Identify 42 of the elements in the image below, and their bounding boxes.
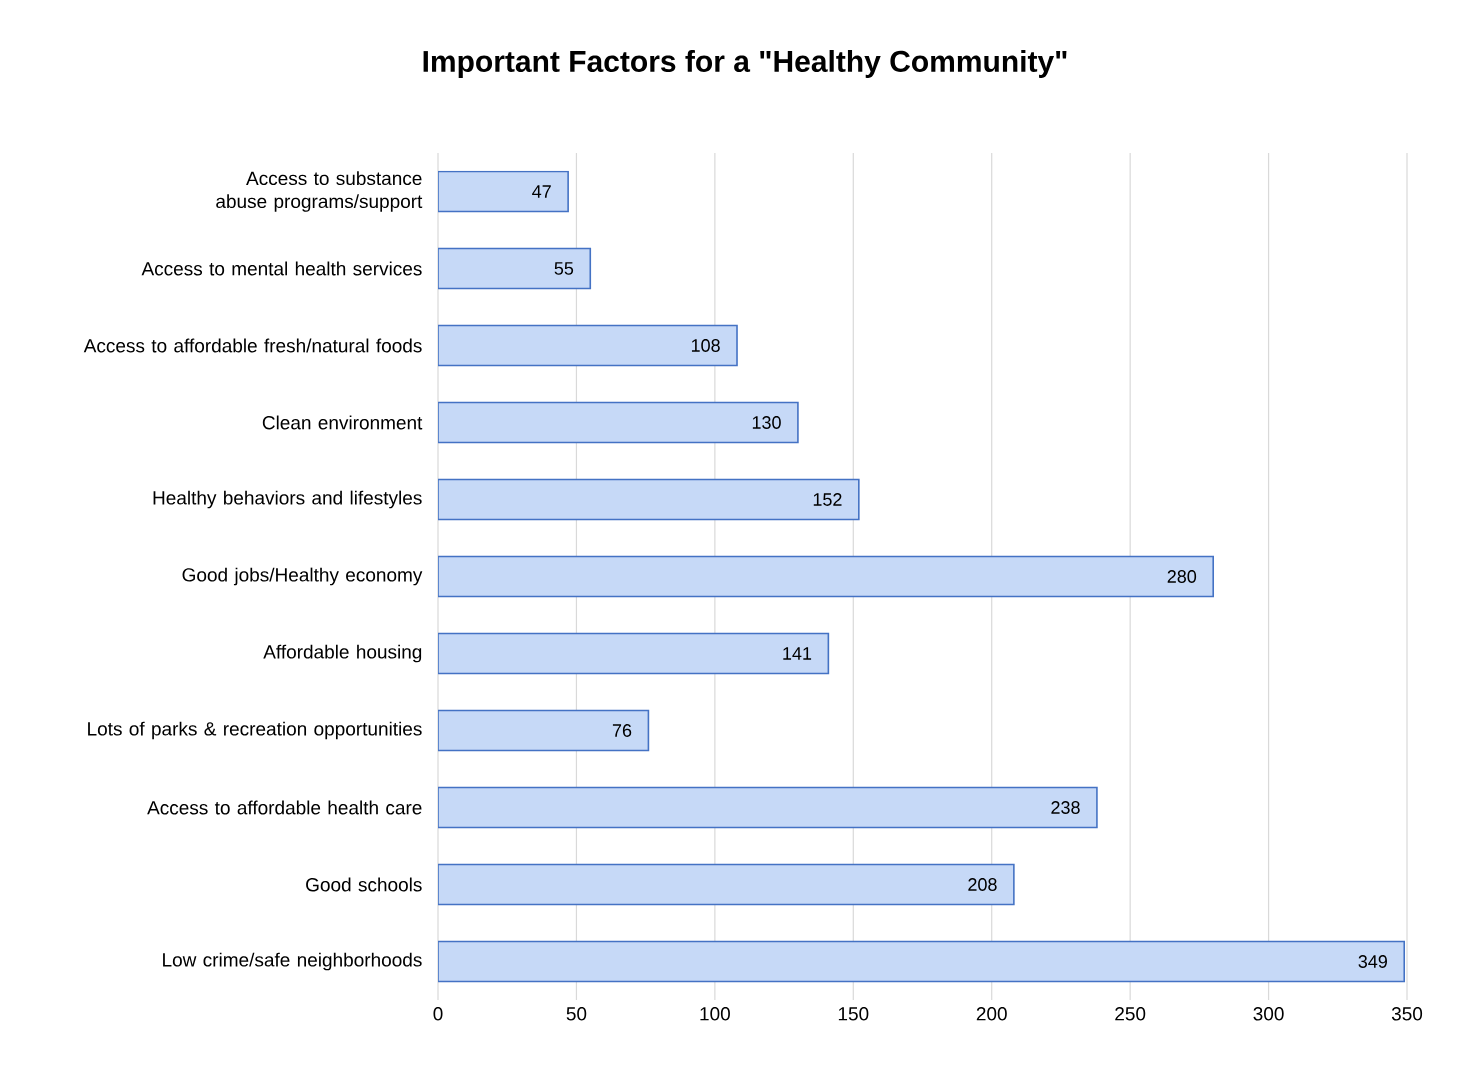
x-tick-label: 150 xyxy=(838,1007,869,1021)
y-tick-label: Affordable housing xyxy=(263,644,422,663)
data-label: 108 xyxy=(691,339,720,352)
bar xyxy=(438,786,1098,829)
bar xyxy=(438,324,738,367)
x-tick-label: 350 xyxy=(1391,1007,1423,1021)
data-label: 349 xyxy=(1358,955,1387,968)
bar xyxy=(438,709,650,752)
data-label: 152 xyxy=(813,493,842,506)
y-tick-label: Access to mental health services xyxy=(141,261,422,276)
data-label: 47 xyxy=(532,185,551,198)
y-tick-label: Good schools xyxy=(306,877,422,892)
y-tick-label: Clean environment xyxy=(262,415,423,430)
y-tick-label: Access to affordable fresh/natural foods xyxy=(83,338,422,353)
data-label: 208 xyxy=(968,878,997,891)
bar xyxy=(438,555,1215,598)
y-tick-label: Good jobs/Healthy economy xyxy=(182,567,423,586)
y-tick-label: Lots of parks & recreation opportunities xyxy=(88,721,422,740)
bar xyxy=(438,863,1015,906)
x-tick-label: 250 xyxy=(1115,1007,1146,1021)
y-tick-label: Low crime/safe neighborhoods xyxy=(163,952,422,971)
x-tick-label: 300 xyxy=(1253,1007,1284,1021)
data-label: 55 xyxy=(554,262,574,275)
x-tick-label: 100 xyxy=(700,1007,730,1021)
y-tick-label: Access to substance abuse programs/support xyxy=(216,171,423,212)
bar xyxy=(438,632,830,675)
x-tick-label: 200 xyxy=(976,1007,1007,1021)
y-tick-label: Healthy behaviors and lifestyles xyxy=(153,490,422,509)
chart-title: Important Factors for a "Healthy Community" xyxy=(423,50,1067,78)
bar xyxy=(438,170,569,213)
data-label: 130 xyxy=(752,416,781,429)
bar xyxy=(438,247,592,290)
data-label: 76 xyxy=(612,724,632,737)
data-label: 280 xyxy=(1167,570,1197,583)
y-tick-label: Access to affordable health care xyxy=(147,800,422,815)
data-label: 141 xyxy=(783,647,812,660)
bar xyxy=(438,940,1406,983)
data-label: 238 xyxy=(1051,801,1080,814)
x-tick-label: 0 xyxy=(433,1007,443,1021)
bar xyxy=(438,401,799,444)
bar xyxy=(438,478,860,521)
x-tick-label: 50 xyxy=(566,1007,587,1021)
